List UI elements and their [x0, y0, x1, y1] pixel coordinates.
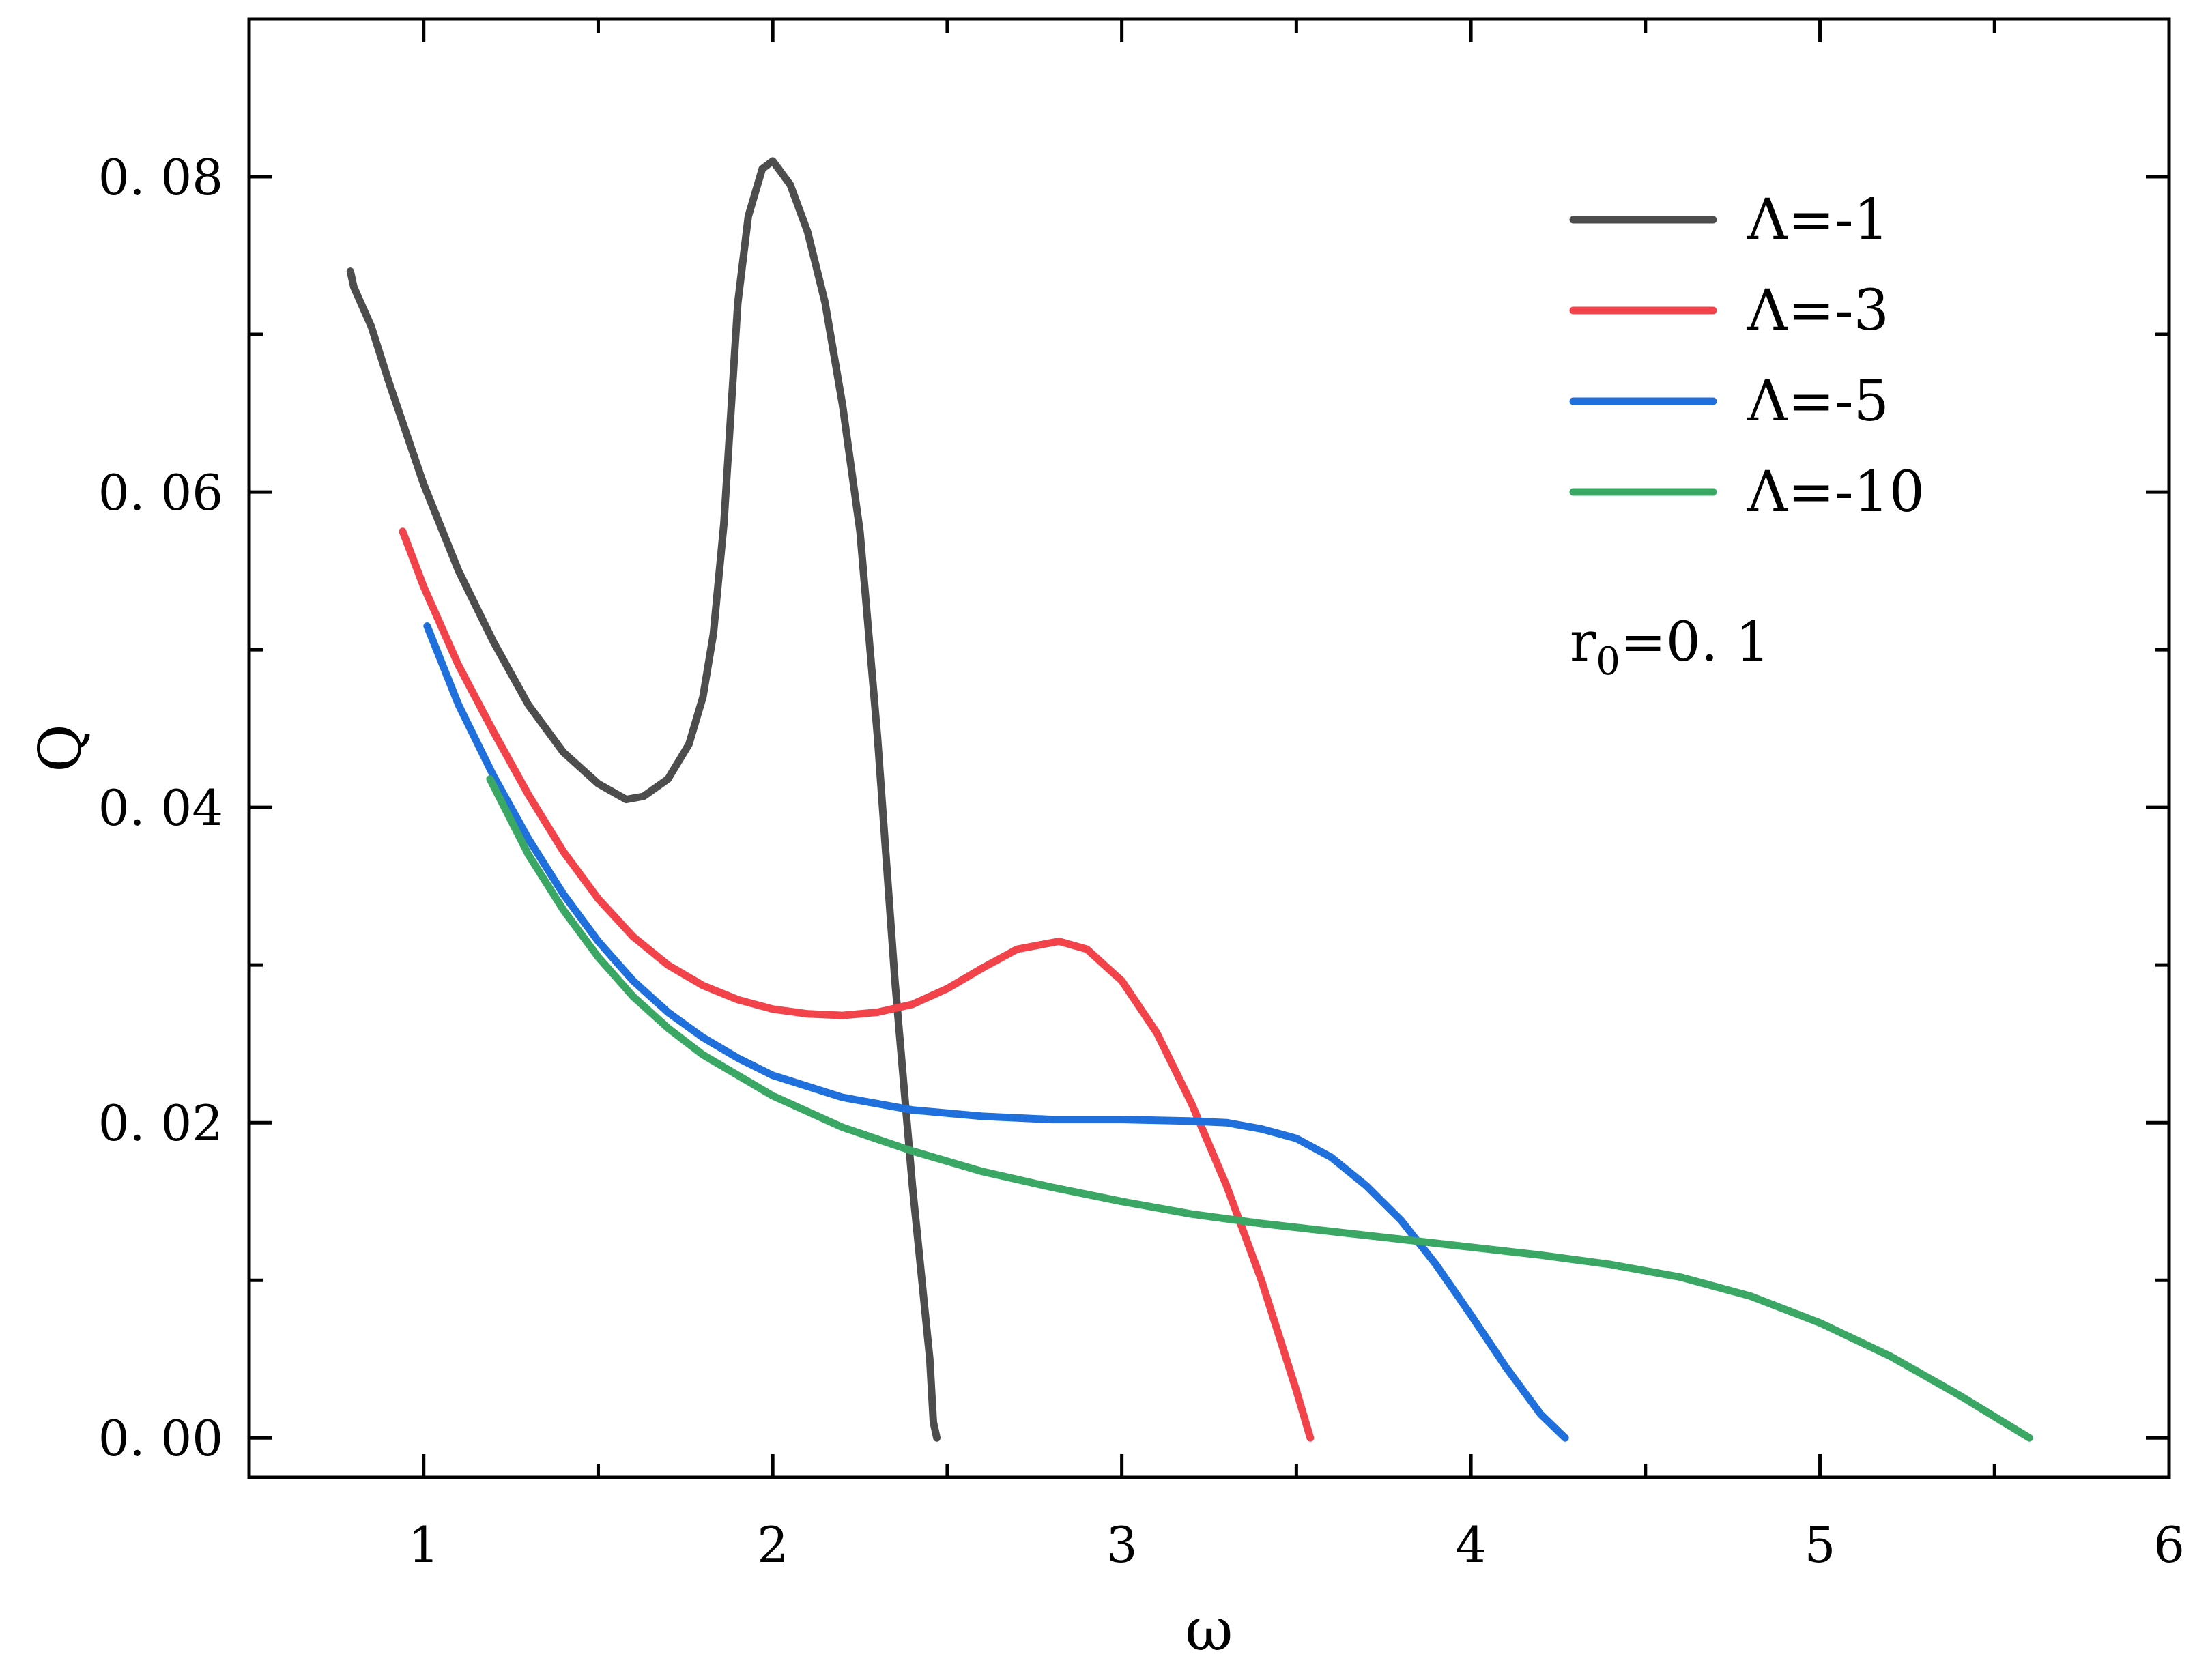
y-tick-label: 0. 02 — [98, 1095, 223, 1152]
y-tick-label: 0. 04 — [98, 779, 223, 837]
x-axis-label: ω — [1185, 1596, 1233, 1664]
x-tick-label: 3 — [1106, 1516, 1138, 1574]
x-tick-label: 4 — [1455, 1516, 1487, 1574]
y-tick-label: 0. 00 — [98, 1410, 223, 1467]
legend-label-1: Λ=-3 — [1747, 278, 1889, 343]
x-tick-label: 6 — [2153, 1516, 2185, 1574]
legend-label-3: Λ=-10 — [1747, 460, 1925, 525]
series-line-3 — [486, 775, 2033, 1442]
legend-label-2: Λ=-5 — [1747, 369, 1889, 434]
series-line-1 — [399, 527, 1315, 1442]
plot-frame — [247, 17, 2171, 1479]
series-line-0 — [346, 157, 941, 1442]
legend-label-0: Λ=-1 — [1747, 188, 1889, 252]
y-tick-label: 0. 06 — [98, 464, 223, 521]
series-layer — [346, 157, 2033, 1442]
y-axis-label: Q — [27, 724, 95, 772]
x-tick-label: 1 — [408, 1516, 440, 1574]
legend: Λ=-1 Λ=-3 Λ=-5 Λ=-10 — [1569, 188, 1925, 525]
y-tick-label: 0. 08 — [98, 149, 223, 206]
x-tick-label: 5 — [1805, 1516, 1836, 1574]
x-tick-label: 2 — [757, 1516, 788, 1574]
tick-layer: 1 2 3 4 5 6 0. 00 0. 02 0. 04 0. 06 0. 08 — [98, 19, 2185, 1574]
annotation-r0: r0=0. 1 — [1570, 610, 1770, 684]
